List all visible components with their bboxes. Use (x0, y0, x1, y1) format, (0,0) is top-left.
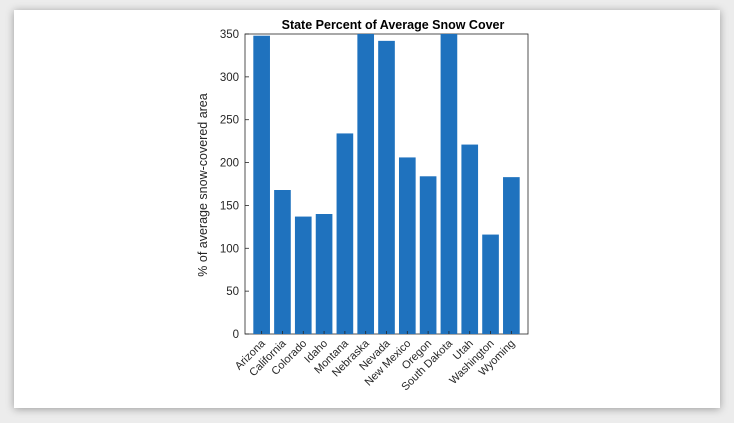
bar-oregon (419, 176, 437, 334)
bar-utah (461, 144, 479, 334)
y-tick-label: 250 (220, 115, 239, 127)
y-axis-label: % of average snow-covered area (196, 93, 210, 276)
y-tick-label: 50 (226, 286, 239, 298)
bar-wyoming (503, 177, 520, 334)
bar-south-dakota (440, 34, 458, 334)
y-tick-label: 150 (220, 200, 239, 212)
bar-nebraska (357, 34, 375, 334)
y-tick-label: 200 (220, 158, 239, 170)
bar-montana (336, 133, 354, 334)
y-tick-label: 100 (220, 243, 239, 255)
bar-california (274, 190, 291, 334)
y-tick-label: 300 (220, 72, 239, 84)
y-tick-label: 350 (220, 29, 239, 41)
bar-new-mexico (398, 157, 416, 334)
bar-arizona (253, 35, 270, 335)
y-tick-label: 0 (233, 329, 239, 341)
chart-title: State Percent of Average Snow Cover (282, 18, 505, 32)
bar-washington (482, 234, 499, 334)
bar-nevada (378, 40, 395, 335)
bar-colorado (294, 216, 312, 334)
bar-idaho (315, 214, 333, 334)
